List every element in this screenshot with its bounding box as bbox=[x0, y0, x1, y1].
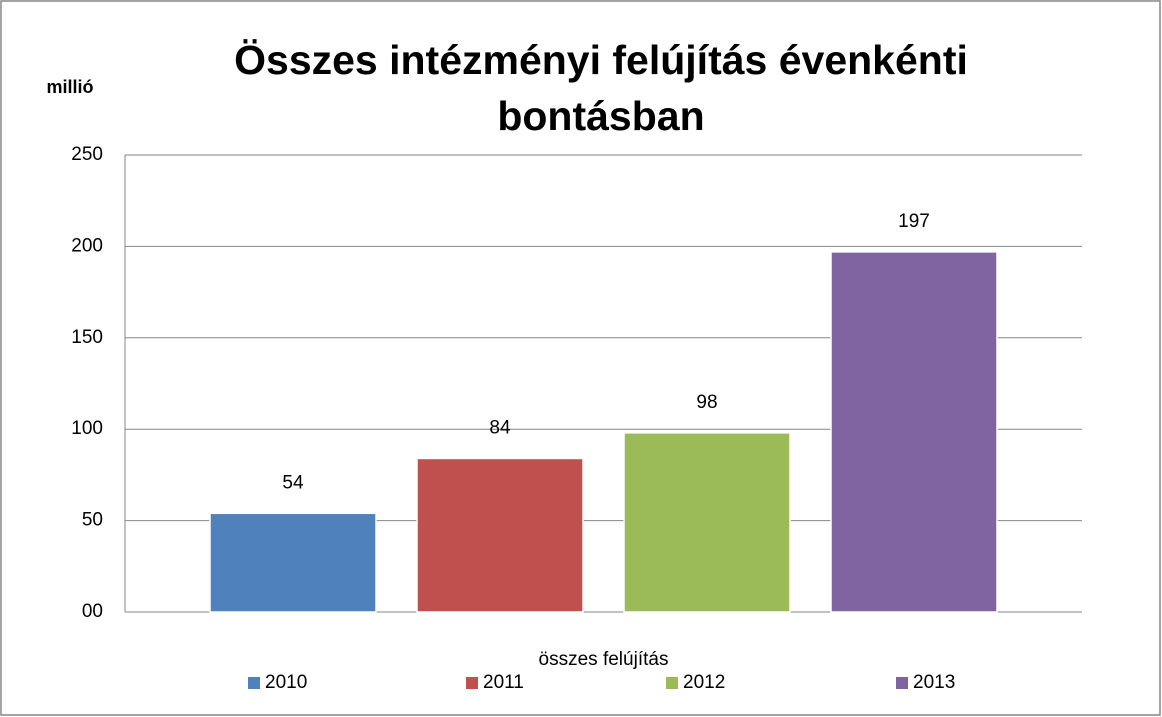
legend-label: 2012 bbox=[683, 672, 725, 693]
legend-swatch bbox=[248, 677, 260, 689]
y-tick-label: 250 bbox=[71, 144, 103, 165]
y-tick-label: 150 bbox=[71, 327, 103, 348]
y-axis-label: millió bbox=[46, 77, 93, 97]
bar bbox=[209, 512, 377, 613]
y-tick-label: 200 bbox=[71, 235, 103, 256]
y-tick-label: 00 bbox=[82, 601, 103, 622]
chart-title: Összes intézményi felújítás évenkénti bo… bbox=[234, 37, 968, 139]
legend-label: 2013 bbox=[913, 672, 955, 693]
legend-label: 2010 bbox=[265, 672, 307, 693]
data-label: 54 bbox=[282, 472, 304, 493]
data-label: 84 bbox=[489, 417, 511, 438]
legend-label: 2011 bbox=[483, 672, 524, 693]
data-label: 197 bbox=[898, 211, 930, 232]
bar bbox=[623, 432, 791, 613]
data-label: 98 bbox=[696, 392, 717, 413]
y-tick-label: 50 bbox=[82, 510, 103, 531]
y-tick-label: 100 bbox=[71, 418, 103, 439]
legend-swatch bbox=[466, 677, 478, 689]
bar bbox=[830, 251, 998, 613]
legend-swatch bbox=[896, 677, 908, 689]
bar bbox=[416, 457, 584, 613]
x-axis-label: összes felújítás bbox=[539, 649, 669, 670]
legend-swatch bbox=[666, 677, 678, 689]
